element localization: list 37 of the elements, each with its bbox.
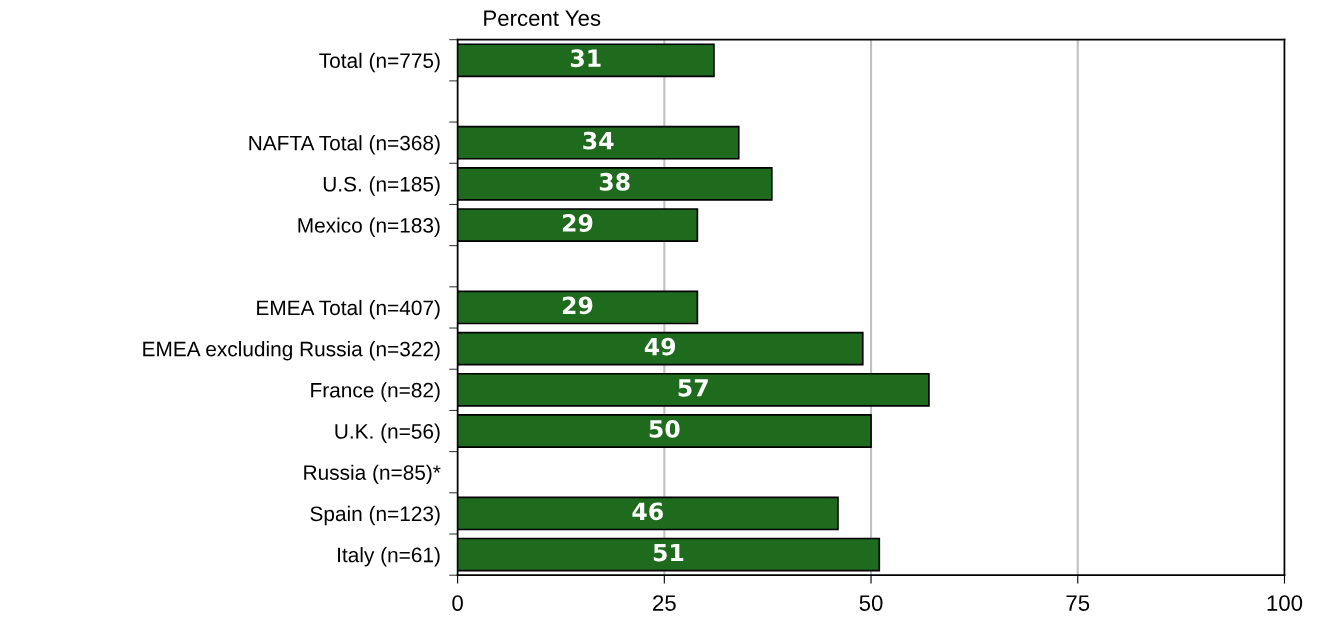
data-label: 29 [562, 214, 593, 232]
x-tick-label: 100 [1267, 595, 1303, 611]
chart-title: Percent Yes [484, 10, 601, 27]
x-tick-label: 75 [1066, 595, 1090, 611]
bar [457, 372, 930, 407]
bar [457, 537, 881, 572]
bar [457, 125, 740, 160]
data-label: 57 [678, 379, 708, 397]
bar [457, 43, 715, 78]
y-tick-label: Italy (n=61) [338, 547, 440, 567]
y-tick-label: Total (n=775) [319, 52, 440, 73]
bar [457, 496, 839, 531]
bar [457, 166, 773, 201]
x-tick-label: 50 [859, 595, 883, 611]
y-tick-label: EMEA excluding Russia (n=322) [143, 341, 440, 361]
data-label: 38 [599, 172, 630, 191]
x-tick-label: 0 [452, 595, 463, 611]
y-tick-label: EMEA Total (n=407) [257, 299, 440, 320]
bar [457, 290, 699, 325]
data-label: 51 [653, 543, 684, 562]
data-label: 46 [632, 502, 663, 521]
y-tick-label: Russia (n=85)* [304, 464, 441, 485]
y-tick-label: Mexico (n=183) [298, 217, 440, 237]
y-tick-label: U.K. (n=56) [335, 423, 440, 443]
x-tick-label: 25 [653, 595, 676, 611]
bar [457, 208, 699, 242]
data-label: 34 [583, 131, 614, 150]
bar [457, 331, 864, 366]
y-tick-label: NAFTA Total (n=368) [249, 135, 440, 155]
y-tick-label: France (n=82) [311, 382, 440, 402]
data-label: 31 [570, 49, 601, 68]
data-label: 49 [644, 337, 676, 356]
y-tick-label: Spain (n=123) [310, 505, 440, 526]
bar [457, 414, 872, 448]
y-tick-label: U.S. (n=185) [323, 176, 440, 196]
data-label: 50 [649, 420, 680, 438]
data-label: 29 [562, 296, 593, 315]
